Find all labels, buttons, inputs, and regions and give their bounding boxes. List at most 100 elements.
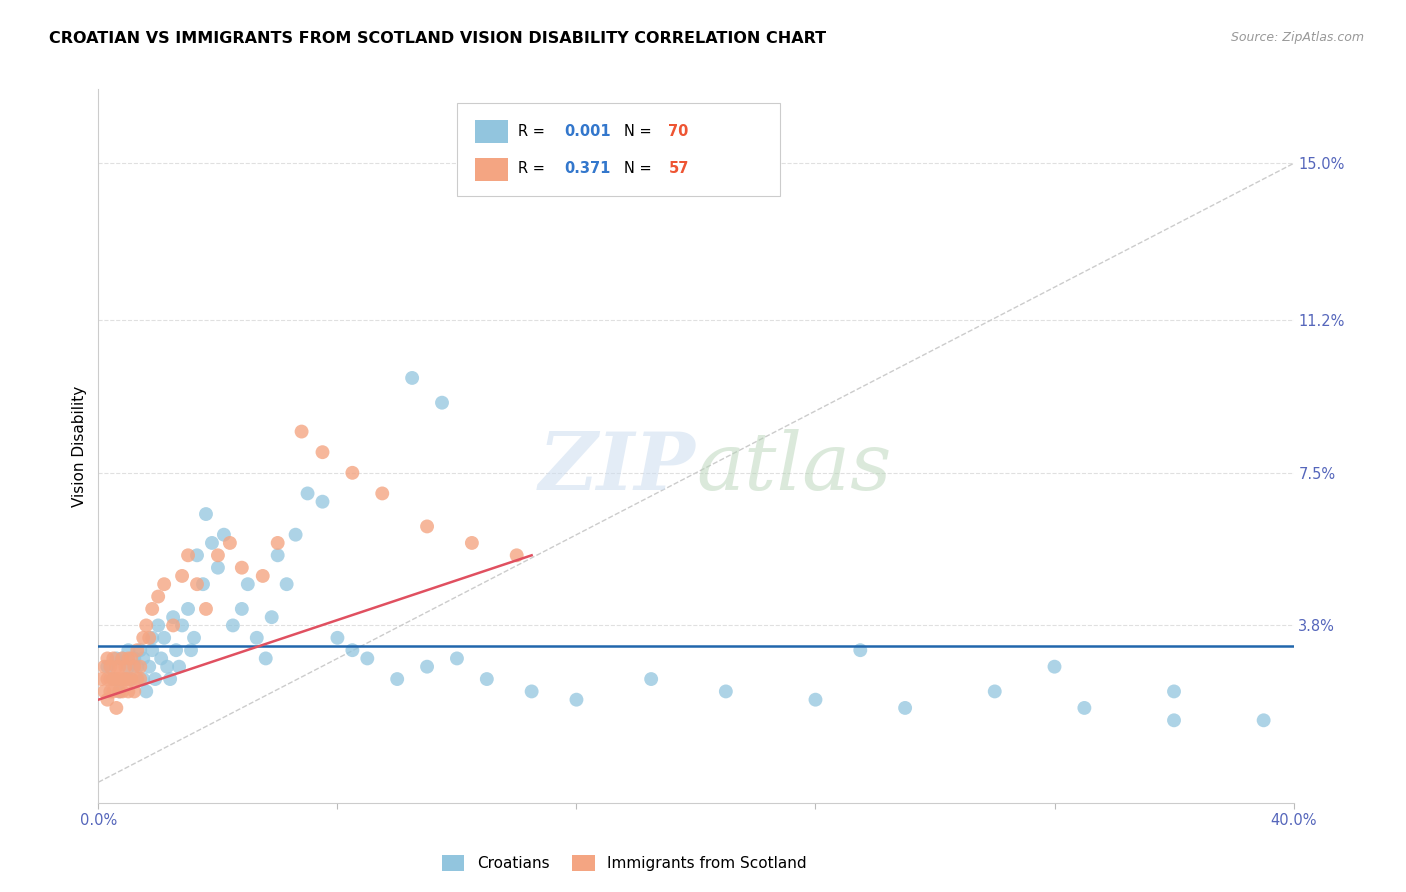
Point [162,618,184,632]
Text: 70: 70 [668,123,689,138]
Point [165,643,187,657]
Point [105,701,128,715]
Point [93,659,115,673]
Point [177,549,200,563]
Point [103,672,125,686]
Point [141,631,163,645]
Point [416,659,439,673]
Point [565,692,588,706]
Bar [475,120,509,144]
Point [103,651,125,665]
Point [172,569,194,583]
Text: N =: N = [624,161,652,177]
Point [153,577,176,591]
Point [276,577,298,591]
Point [167,659,190,673]
Point [103,684,125,698]
Point [207,560,229,574]
Point [371,486,394,500]
Point [117,643,139,657]
Point [640,672,662,686]
Point [141,643,163,657]
Point [100,672,122,686]
Point [100,659,122,673]
Point [159,672,181,686]
Point [236,577,259,591]
Point [231,560,253,574]
Point [385,672,409,686]
Point [1253,714,1275,728]
Point [186,549,208,563]
Point [461,536,484,550]
Point [180,643,202,657]
Point [177,602,200,616]
Point [172,618,194,632]
Point [108,659,131,673]
Point [111,672,134,686]
Point [132,672,155,686]
Point [1043,659,1066,673]
Point [297,486,319,500]
Point [326,631,349,645]
Point [135,684,157,698]
Point [96,672,118,686]
Point [138,659,160,673]
Point [108,672,131,686]
Point [153,631,176,645]
Point [96,692,118,706]
Point [520,684,543,698]
Point [120,672,142,686]
Point [260,610,283,624]
Point [1073,701,1095,715]
Point [127,672,149,686]
Point [183,631,205,645]
Point [416,519,439,533]
Point [475,672,498,686]
Point [311,494,333,508]
Point [129,672,152,686]
Point [108,684,131,698]
Point [430,395,453,409]
Text: Source: ZipAtlas.com: Source: ZipAtlas.com [1230,31,1364,45]
Point [127,659,149,673]
Point [117,684,139,698]
Point [714,684,737,698]
Point [138,631,160,645]
Point [201,536,224,550]
Text: R =: R = [517,123,544,138]
Point [506,549,529,563]
Point [117,672,139,686]
Point [108,684,131,698]
Point [127,643,149,657]
Point [114,672,136,686]
Point [117,651,139,665]
Point [114,672,136,686]
Point [342,466,364,480]
Point [212,527,235,541]
Y-axis label: Vision Disability: Vision Disability [72,385,87,507]
Point [124,651,146,665]
Text: atlas: atlas [696,429,891,506]
Point [141,602,163,616]
Point [135,618,157,632]
Point [849,643,872,657]
Point [148,618,170,632]
Point [267,549,290,563]
Point [254,651,277,665]
Point [111,651,134,665]
Point [804,692,827,706]
Point [105,672,128,686]
Point [120,651,142,665]
Point [132,651,155,665]
Point [894,701,917,715]
Text: N =: N = [624,123,652,138]
FancyBboxPatch shape [457,103,780,196]
Point [186,577,208,591]
Point [195,507,218,521]
Text: CROATIAN VS IMMIGRANTS FROM SCOTLAND VISION DISABILITY CORRELATION CHART: CROATIAN VS IMMIGRANTS FROM SCOTLAND VIS… [49,31,827,46]
Point [342,643,364,657]
Text: 57: 57 [668,161,689,177]
Text: R =: R = [517,161,544,177]
Point [129,643,152,657]
Point [143,672,166,686]
